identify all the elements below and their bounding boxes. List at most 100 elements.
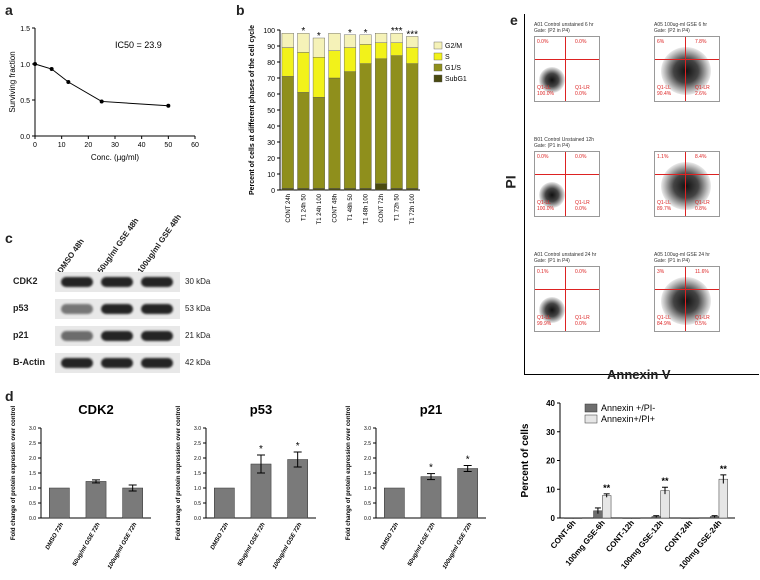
x-tick-label: T1 72h 50 (395, 193, 401, 221)
flow-cell-cloud (661, 47, 711, 95)
y-axis-label: Fold change of protein expression over c… (11, 405, 17, 540)
y-tick-label: 70 (267, 76, 275, 83)
x-tick-label: CONT-6h (549, 518, 578, 550)
blot-column-label: 100ug/ml GSE 48h (135, 212, 184, 275)
bar (718, 478, 728, 519)
quadrant-value: 3% (657, 269, 665, 275)
chart-d-cdk2: CDK2 0.0 0.5 1.0 1.5 2.0 2.5 3.0 DMSO 72h 50ug/ml… (11, 402, 151, 570)
bar-segment (406, 36, 419, 48)
y-tick-label: 2.0 (194, 456, 201, 462)
data-point (99, 99, 104, 104)
flow-scatter-plot: 6% 7.8% Q1-LL Q1-LR 90.4% 2.6% (654, 36, 720, 102)
bar (572, 517, 583, 519)
y-tick-label: 1.0 (364, 486, 371, 492)
quadrant-value: 0.1% (537, 269, 549, 275)
x-tick-label: T1 48h 100 (364, 193, 370, 224)
blot-band (61, 331, 93, 341)
panel-a-label: a (5, 2, 13, 18)
bar-segment (328, 50, 341, 79)
y-tick-label: 0 (271, 188, 275, 195)
western-blot: DMSO 48h 50ug/ml GSE 48h 100ug/ml GSE 48h C… (5, 213, 225, 380)
y-tick-label: 80 (267, 60, 275, 67)
bar-segment (390, 42, 403, 56)
x-tick-label: 40 (138, 142, 146, 149)
bar-segment (375, 183, 388, 191)
x-tick-label: 50ug/ml GSE 72h (407, 522, 437, 568)
bar-segment (297, 32, 310, 53)
x-tick-label: 50ug/ml GSE 72h (237, 522, 267, 568)
y-tick-label: 10 (267, 172, 275, 179)
flow-plot-gate: Gate: (P1 in P4) (534, 143, 570, 149)
x-tick-label: 20 (84, 142, 92, 149)
blot-kda-label: 21 kDa (185, 331, 211, 340)
quadrant-value: 11.6% (695, 269, 709, 275)
data-point (49, 67, 54, 72)
quadrant-value: 8.4% (695, 154, 707, 160)
flow-plot-gate: Gate: (P1 in P4) (534, 258, 570, 264)
x-tick-label: CONT 48h (332, 194, 338, 223)
blot-row (55, 299, 180, 319)
chart-title: p53 (250, 402, 272, 417)
bar-segment (406, 63, 419, 189)
blot-band (61, 277, 93, 287)
x-tick-label: CONT 72h (379, 194, 385, 223)
x-tick-label: 60 (191, 142, 199, 149)
quadrant-vline (565, 267, 566, 331)
y-tick-label: 90 (267, 44, 275, 51)
quadrant-value: Q1-LL (537, 200, 551, 206)
legend-label: Annexin+/PI+ (601, 414, 655, 424)
chart-d-p21: p21 0.0 0.5 1.0 1.5 2.0 2.5 3.0 DMSO 72h * 50ug/ml… (346, 402, 486, 570)
quadrant-value: 100.0% (537, 206, 554, 212)
y-tick-label: 0.0 (194, 516, 201, 522)
x-tick-label: DMSO 72h (380, 522, 400, 551)
y-tick-label: 0.5 (364, 501, 371, 507)
blot-kda-label: 53 kDa (185, 304, 211, 313)
bar-segment (312, 57, 325, 98)
blot-band (101, 304, 133, 314)
flow-cytometry-panel: PI Annexin V A01 Control unstained 6 hr Gat… (503, 14, 760, 384)
blot-band (101, 358, 133, 368)
bar (85, 481, 107, 519)
y-tick-label: 3.0 (194, 426, 201, 432)
y-tick-label: 2.0 (364, 456, 371, 462)
flow-plot-gate: Gate: (P1 in P4) (654, 258, 690, 264)
blot-band (101, 331, 133, 341)
bar-segment (375, 42, 388, 59)
data-point (166, 103, 171, 108)
flow-cell-cloud (539, 182, 565, 208)
y-tick-label: 1.0 (29, 486, 36, 492)
blot-row (55, 353, 180, 373)
bar (680, 517, 691, 519)
flow-plot-title: A05 100ug-ml GSE 24 hr (654, 252, 710, 258)
significance-mark: ** (720, 464, 728, 474)
bar-segment (312, 96, 325, 189)
y-tick-label: 30 (546, 428, 555, 437)
x-tick-label: 10 (58, 142, 66, 149)
significance-mark: *** (391, 26, 403, 37)
chart-a-surviving-fraction: 0.0 0.5 1.0 1.5 0 10 20 30 40 50 60 Conc. (µg/ml) Su… (8, 26, 199, 162)
quadrant-value: 0.8% (695, 206, 707, 212)
quadrant-hline (535, 174, 599, 175)
x-tick-label: DMSO 72h (45, 522, 65, 551)
quadrant-value: Q1-LL (657, 200, 671, 206)
flow-axes-frame (524, 14, 759, 375)
quadrant-hline (535, 289, 599, 290)
quadrant-vline (685, 267, 686, 331)
bar-segment (375, 58, 388, 184)
x-tick-label: 0 (33, 142, 37, 149)
quadrant-value: 0.0% (537, 39, 549, 45)
bar-segment (343, 71, 357, 189)
x-tick-label: DMSO 72h (210, 522, 230, 551)
significance-mark: *** (406, 29, 418, 40)
x-tick-label: T1 48h 50 (348, 193, 354, 221)
bar (287, 459, 309, 519)
x-tick-label: 100ug/ml GSE 72h (272, 522, 304, 571)
bar-segment (343, 34, 357, 48)
quadrant-value: Q1-LR (575, 85, 590, 91)
quadrant-hline (655, 59, 719, 60)
x-tick-label: T1 72h 100 (410, 193, 416, 224)
legend-label: G2/M (445, 43, 462, 50)
bar-segment (406, 47, 419, 64)
flow-scatter-plot: 1.1% 8.4% Q1-LL Q1-LR 89.7% 0.8% (654, 151, 720, 217)
y-axis-label: Surviving fraction (8, 51, 17, 112)
